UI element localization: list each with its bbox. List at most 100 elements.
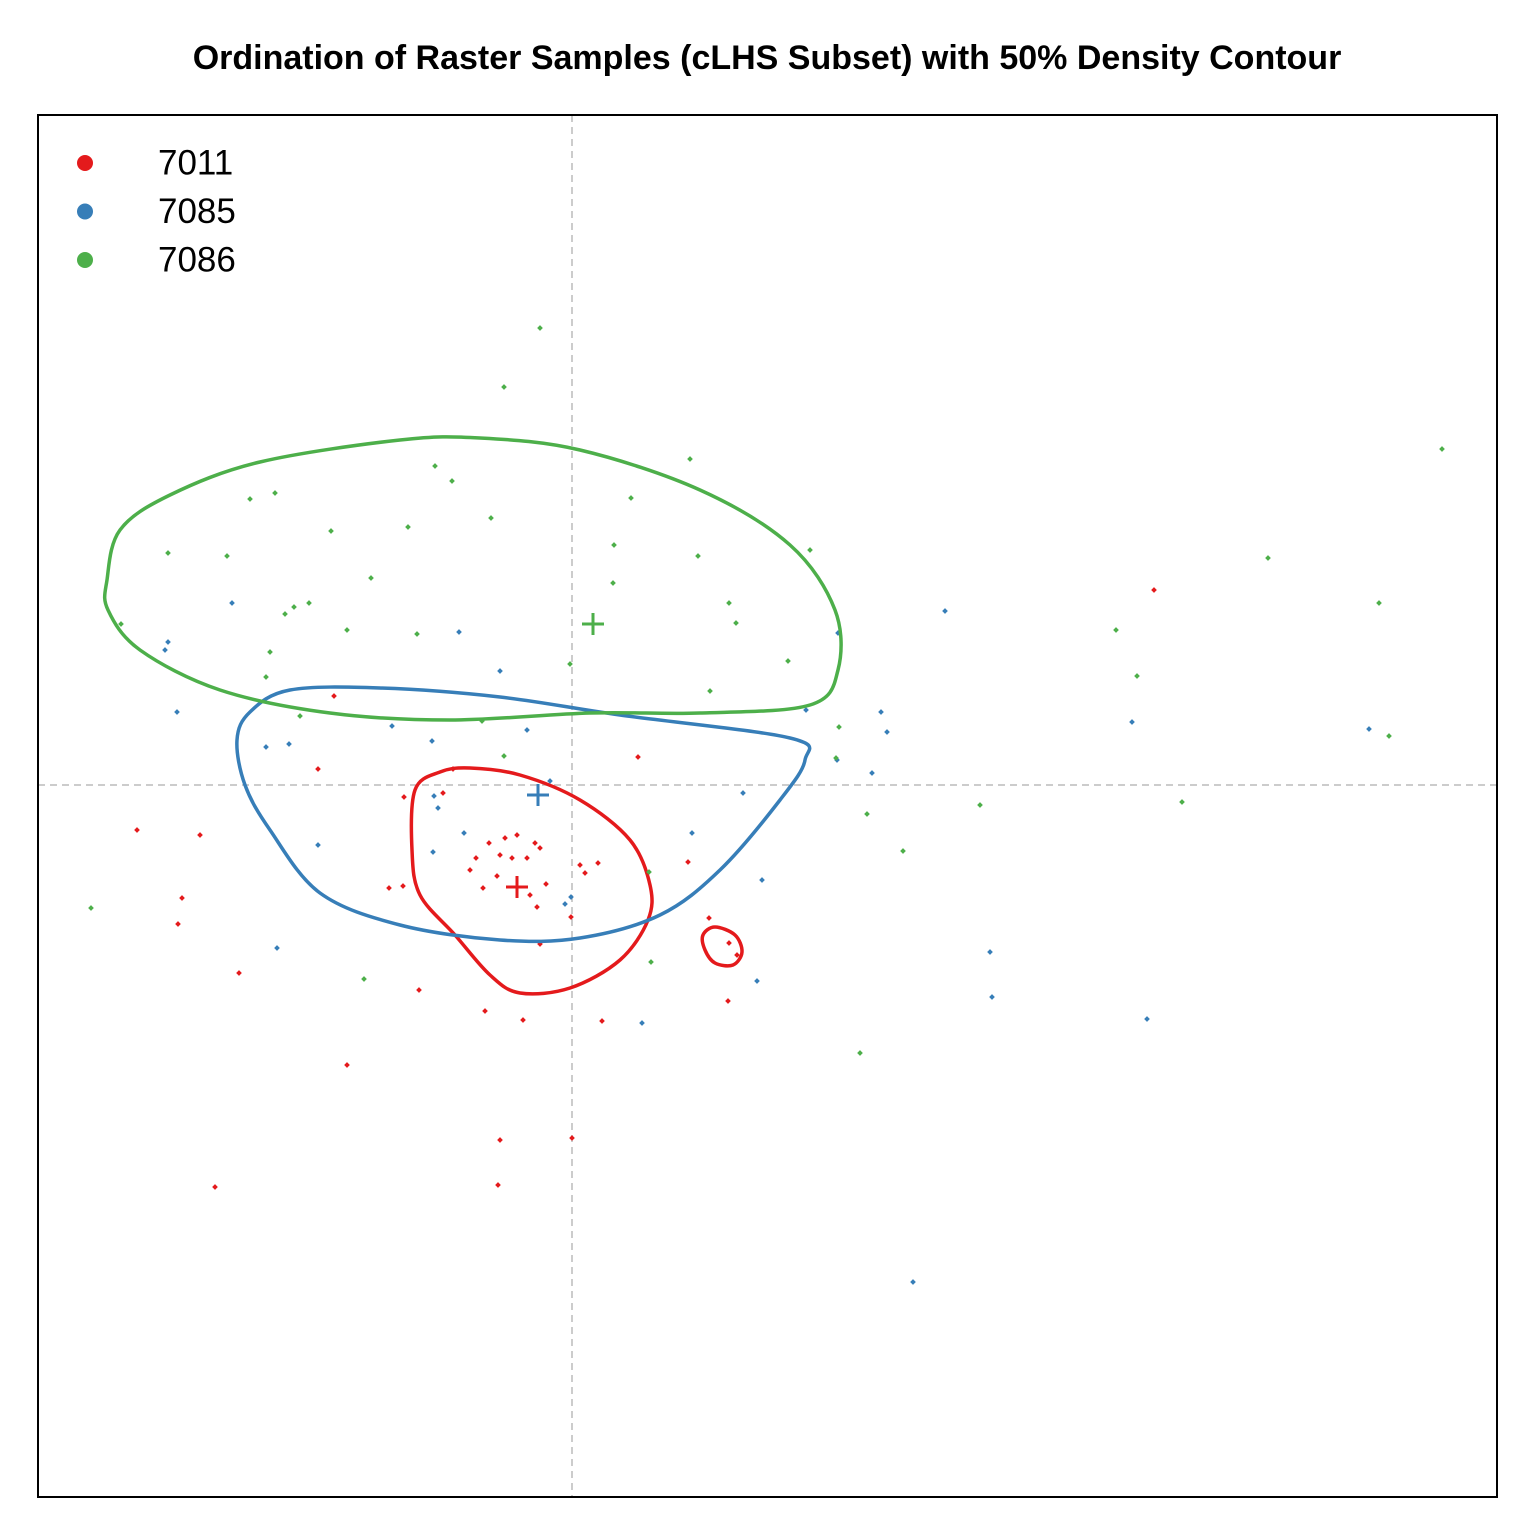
point [480,885,486,891]
point [386,885,392,891]
point [910,1279,916,1285]
legend-label: 7086 [158,240,236,279]
point [599,1018,605,1024]
point [687,456,693,462]
point [568,914,574,920]
point [569,1135,575,1141]
point [414,631,420,637]
point [685,859,691,865]
point [344,627,350,633]
point [1144,1016,1150,1022]
point [639,1020,645,1026]
point [610,580,616,586]
point [400,883,406,889]
centroid-marker [527,784,549,806]
point [430,849,436,855]
point [486,840,492,846]
point [286,741,292,747]
point [1134,673,1140,679]
point [807,547,813,553]
point [263,744,269,750]
point [488,515,494,521]
point [236,970,242,976]
point [497,852,503,858]
point [501,753,507,759]
point [648,959,654,965]
point [977,802,983,808]
point [502,835,508,841]
point [1265,555,1271,561]
point [162,647,168,653]
point [1179,799,1185,805]
point [869,770,875,776]
point [726,940,732,946]
point [467,867,473,873]
point [726,600,732,606]
point [567,661,573,667]
point [432,463,438,469]
point [646,869,652,875]
point [543,881,549,887]
plot-frame [37,114,1498,1498]
centroid-marker [582,613,604,635]
point [884,729,890,735]
point [175,921,181,927]
point [942,608,948,614]
point [497,668,503,674]
point [401,794,407,800]
point [344,1062,350,1068]
density-contour [102,435,843,722]
point [118,621,124,627]
point [595,860,601,866]
point [577,862,583,868]
density-contour [700,925,744,968]
point [706,915,712,921]
point [878,709,884,715]
centroid-marker [506,876,528,898]
point [165,639,171,645]
point [134,827,140,833]
point [179,895,185,901]
point [247,496,253,502]
point [440,790,446,796]
point [306,600,312,606]
point [497,1137,503,1143]
point [429,738,435,744]
point [361,976,367,982]
point [389,723,395,729]
legend-marker [77,252,93,268]
point [1366,726,1372,732]
point [857,1050,863,1056]
point [1113,627,1119,633]
point [224,553,230,559]
point [611,542,617,548]
point [1151,587,1157,593]
legend-marker [77,203,93,220]
point [754,978,760,984]
legend-marker [77,155,93,171]
point [482,1008,488,1014]
point [532,840,538,846]
point [165,550,171,556]
point [435,805,441,811]
point [1439,446,1445,452]
point [733,620,739,626]
point [291,604,297,610]
point [695,553,701,559]
point [537,845,543,851]
legend-label: 7085 [158,192,236,231]
point [514,832,520,838]
point [527,892,533,898]
density-contour [409,766,654,996]
point [900,848,906,854]
point [331,693,337,699]
point [547,778,553,784]
point [524,855,530,861]
point [989,994,995,1000]
point [495,1182,501,1188]
point [473,855,479,861]
point [315,842,321,848]
chart-title: Ordination of Raster Samples (cLHS Subse… [193,39,1342,77]
point [1386,733,1392,739]
